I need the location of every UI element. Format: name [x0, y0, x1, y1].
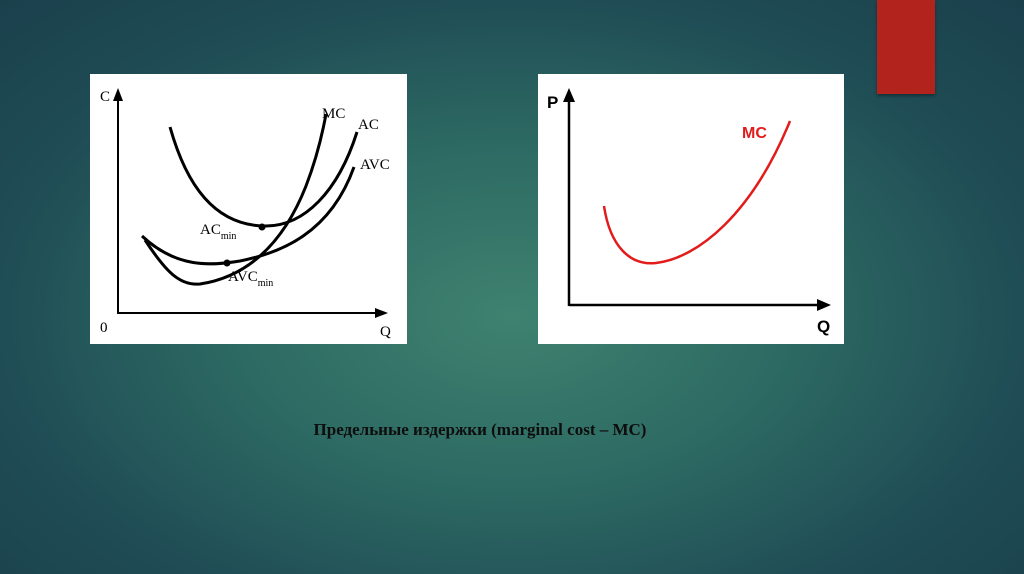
x-axis-arrow: [817, 299, 831, 311]
ac-curve: [168, 126, 359, 228]
cost-curves-diagram: C Q 0 MC AC AVC ACmin AVCmin: [90, 74, 407, 344]
avc-curve-label: AVC: [360, 157, 390, 173]
x-axis-label: Q: [380, 324, 391, 340]
y-axis-arrow: [113, 88, 123, 101]
cost-curves-svg: C Q 0 MC AC AVC ACmin AVCmin: [100, 88, 391, 340]
avc-min-point: [223, 259, 231, 267]
ac-curve-label: AC: [358, 117, 379, 133]
y-axis-label: P: [547, 93, 558, 112]
mc-diagram: P Q MC: [538, 74, 844, 344]
avc-min-label: AVCmin: [228, 269, 273, 289]
ac-min-point: [258, 223, 266, 231]
caption-text: Предельные издержки (marginal cost – MC): [313, 420, 647, 439]
x-axis-label: Q: [817, 317, 830, 336]
ac-min-label: ACmin: [200, 222, 236, 242]
avc-curve: [140, 166, 356, 266]
mc-curve-label: MC: [322, 106, 345, 122]
mc-curve: [143, 113, 328, 286]
mc-svg: P Q MC: [547, 88, 831, 336]
mc-curve: [602, 120, 792, 265]
accent-tab: [877, 0, 935, 94]
x-axis-arrow: [375, 308, 388, 318]
origin-label: 0: [100, 320, 108, 336]
y-axis-label: C: [100, 89, 110, 105]
slide-caption: Предельные издержки (marginal cost – MC): [0, 420, 1024, 440]
mc-curve-label: MC: [742, 125, 767, 142]
y-axis-arrow: [563, 88, 575, 102]
